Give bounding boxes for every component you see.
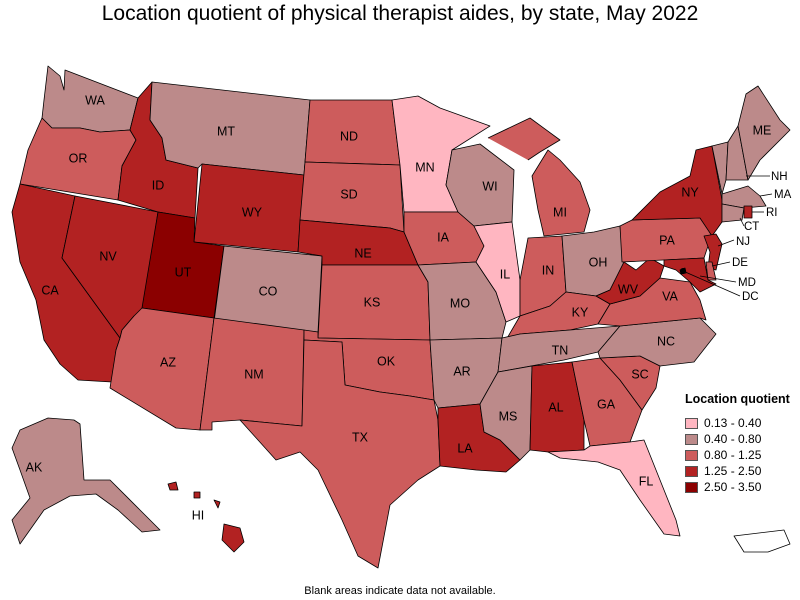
label-nj: NJ (736, 236, 750, 248)
label-ri: RI (766, 207, 778, 219)
label-la: LA (457, 441, 473, 455)
legend-item: 1.25 - 2.50 (685, 463, 797, 479)
label-ca: CA (41, 283, 59, 297)
legend-label: 0.13 - 0.40 (704, 416, 762, 430)
label-oh: OH (589, 255, 608, 269)
label-tn: TN (552, 343, 569, 357)
label-pa: PA (659, 233, 675, 247)
legend-item: 0.80 - 1.25 (685, 447, 797, 463)
state-ct[interactable] (721, 203, 745, 223)
label-il: IL (500, 267, 510, 281)
label-ak: AK (26, 460, 43, 474)
label-ms: MS (499, 409, 518, 423)
legend: Location quotient 0.13 - 0.40 0.40 - 0.8… (685, 392, 797, 495)
label-wv: WV (618, 282, 639, 296)
legend-swatch (685, 417, 698, 429)
leader-nj (717, 239, 735, 247)
label-wy: WY (242, 205, 263, 219)
label-az: AZ (160, 355, 176, 369)
legend-swatch (685, 433, 698, 445)
legend-swatch (685, 465, 698, 477)
label-sd: SD (340, 187, 357, 201)
label-mi: MI (553, 205, 567, 219)
legend-item: 2.50 - 3.50 (685, 479, 797, 495)
label-nd: ND (340, 129, 358, 143)
state-fl[interactable] (547, 439, 681, 537)
label-md: MD (738, 277, 756, 289)
state-hi[interactable] (167, 481, 245, 553)
label-ma: MA (774, 189, 792, 201)
leader-md (699, 275, 737, 283)
label-dc: DC (742, 291, 759, 303)
label-nc: NC (657, 334, 675, 348)
label-sc: SC (631, 367, 648, 381)
puerto-rico-outline (733, 529, 791, 553)
label-wa: WA (85, 93, 105, 107)
label-ny: NY (681, 185, 699, 199)
legend-item: 0.40 - 0.80 (685, 431, 797, 447)
legend-swatch (685, 481, 698, 493)
state-il[interactable] (473, 221, 521, 323)
label-ia: IA (437, 230, 449, 244)
label-in: IN (542, 263, 555, 277)
state-md[interactable] (663, 257, 717, 293)
state-ny[interactable] (631, 145, 723, 237)
label-wi: WI (482, 179, 497, 193)
leader-ma (759, 193, 773, 197)
legend-label: 1.25 - 2.50 (704, 464, 762, 478)
label-co: CO (259, 284, 278, 298)
state-wv[interactable] (595, 257, 665, 305)
legend-title: Location quotient (685, 392, 790, 406)
label-mn: MN (415, 160, 434, 174)
leader-de (711, 261, 731, 267)
label-ne: NE (354, 246, 371, 260)
label-nh: NH (771, 171, 788, 183)
label-tx: TX (352, 430, 369, 444)
legend-swatch (685, 449, 698, 461)
dc-marker (680, 268, 686, 274)
label-ky: KY (572, 305, 589, 319)
label-ks: KS (364, 295, 381, 309)
state-me[interactable] (737, 85, 791, 181)
state-de[interactable] (705, 261, 717, 281)
label-mo: MO (450, 296, 470, 310)
label-ut: UT (175, 265, 192, 279)
leader-dc (682, 270, 741, 297)
state-nj[interactable] (703, 233, 723, 271)
label-mt: MT (217, 124, 235, 138)
legend-label: 2.50 - 3.50 (704, 480, 762, 494)
leader-ct (739, 217, 745, 227)
state-ms[interactable] (479, 365, 533, 461)
label-hi: HI (192, 508, 205, 522)
label-al: AL (548, 400, 563, 414)
label-ok: OK (377, 354, 396, 368)
state-mi[interactable] (487, 117, 591, 237)
label-id: ID (152, 178, 165, 192)
label-ct: CT (744, 221, 759, 233)
footnote: Blank areas indicate data not available. (304, 585, 496, 597)
label-ga: GA (597, 397, 616, 411)
state-ri[interactable] (743, 205, 753, 219)
legend-label: 0.80 - 1.25 (704, 448, 762, 462)
legend-label: 0.40 - 0.80 (704, 432, 762, 446)
label-fl: FL (639, 474, 654, 488)
label-de: DE (732, 257, 748, 269)
label-nm: NM (244, 367, 263, 381)
label-or: OR (69, 151, 88, 165)
legend-item: 0.13 - 0.40 (685, 415, 797, 431)
state-tx[interactable] (239, 339, 441, 569)
state-ma[interactable] (721, 185, 767, 209)
label-ar: AR (453, 364, 470, 378)
state-ak[interactable] (11, 417, 161, 545)
label-me: ME (753, 123, 772, 137)
label-va: VA (662, 289, 678, 303)
map-title: Location quotient of physical therapist … (101, 2, 699, 25)
label-nv: NV (99, 249, 117, 263)
